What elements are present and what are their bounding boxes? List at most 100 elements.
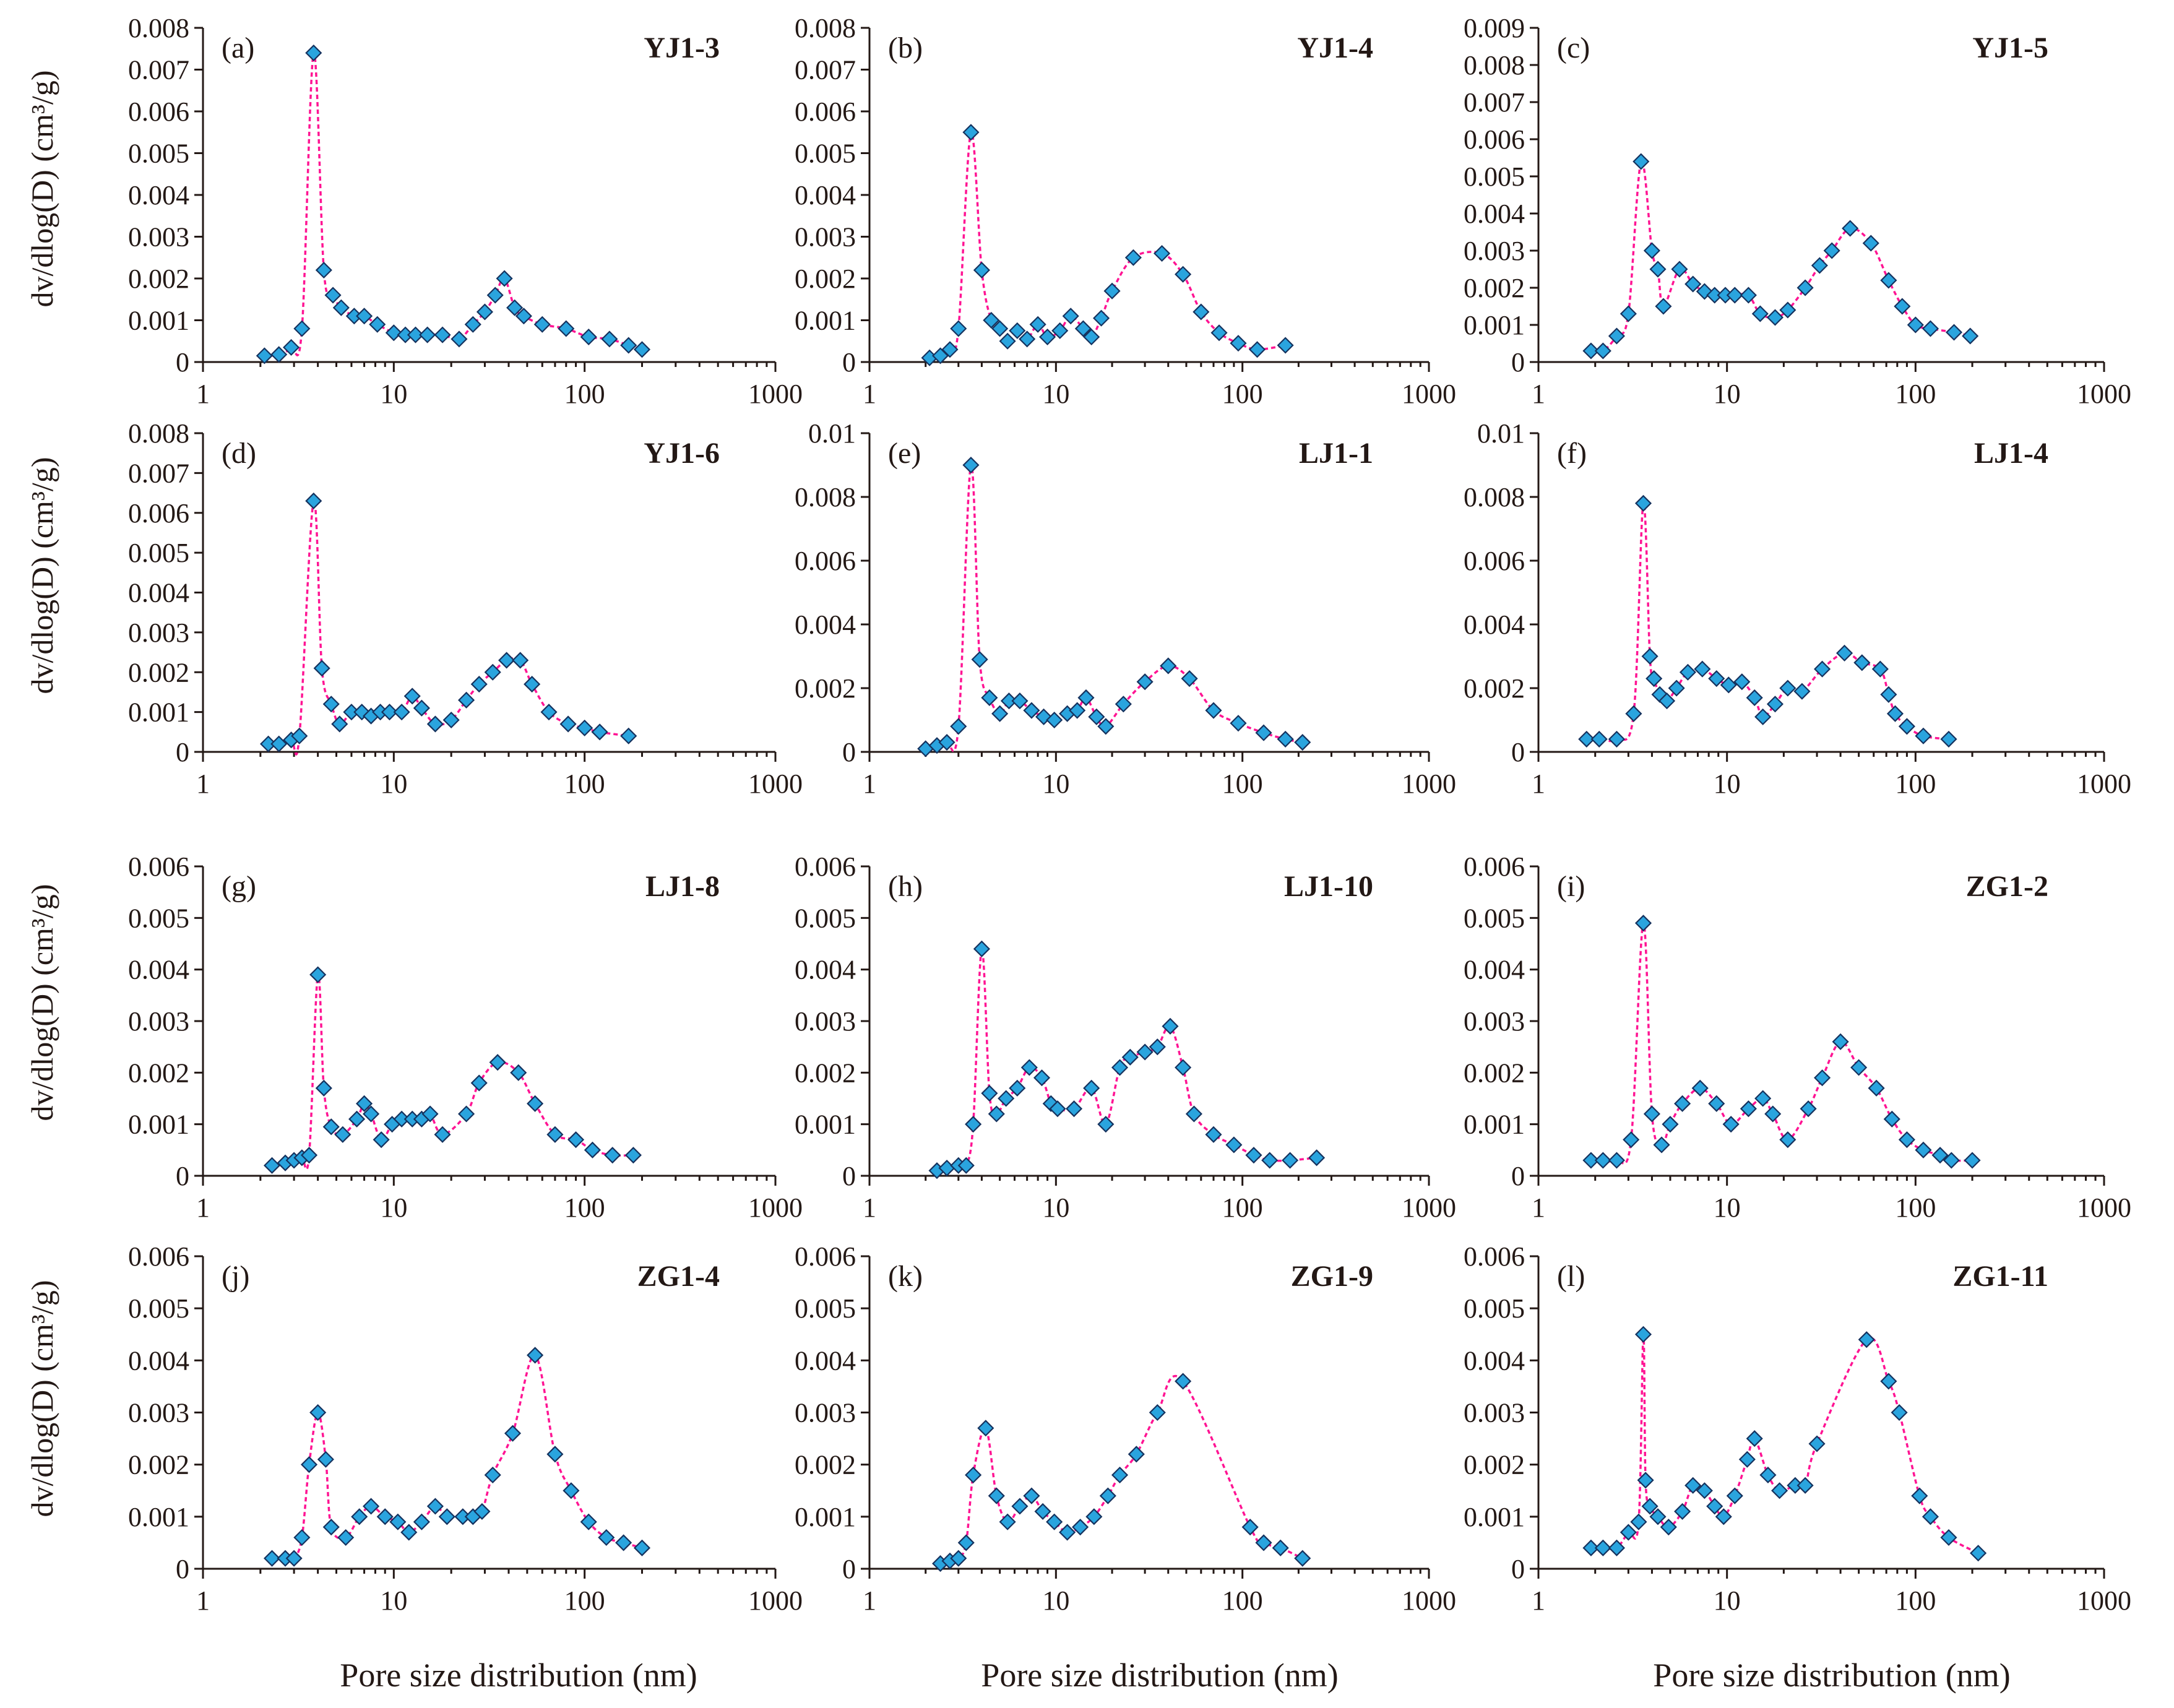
- data-point: [991, 705, 1009, 722]
- data-point: [950, 1550, 967, 1567]
- panel-3: 0 0.001 0.002 0.003 0.004 0.005 0.006 0.007 0.00…: [1464, 13, 2131, 409]
- data-point: [973, 940, 990, 957]
- y-tick-label: 0.007: [128, 458, 189, 488]
- panel-10: 0 0.001 0.002 0.003 0.004 0.005 0.006 1 10 100 100…: [128, 1241, 803, 1616]
- x-tick-label: 1: [1532, 1585, 1545, 1616]
- data-point: [1185, 1105, 1202, 1123]
- data-point: [1922, 320, 1939, 337]
- y-tick-label: 0.006: [128, 97, 189, 127]
- panel-label: (l): [1557, 1260, 1585, 1293]
- data-point: [962, 124, 980, 141]
- data-point: [1754, 1090, 1772, 1107]
- data-point: [1858, 1331, 1875, 1348]
- data-point: [1842, 220, 1859, 237]
- data-point: [977, 1420, 994, 1437]
- sample-name: ZG1-11: [1952, 1260, 2048, 1293]
- x-tick-label: 1000: [2077, 769, 2131, 799]
- data-point: [484, 663, 501, 681]
- y-tick-label: 0: [842, 347, 856, 377]
- data-point: [510, 1064, 527, 1081]
- panel-label: (g): [222, 870, 256, 903]
- panel-11: 0 0.001 0.002 0.003 0.004 0.005 0.006 1 10 100 100…: [795, 1241, 1456, 1616]
- y-tick-label: 0.004: [1464, 610, 1525, 640]
- y-tick-label: 0.002: [128, 1450, 189, 1480]
- x-axis-label-col-1: Pore size distribution (nm): [340, 1657, 697, 1694]
- data-point: [1074, 320, 1092, 337]
- x-tick-label: 10: [1042, 379, 1069, 409]
- x-tick-label: 1: [196, 1193, 210, 1223]
- data-point: [473, 1503, 491, 1520]
- data-point: [527, 1095, 544, 1112]
- y-tick-label: 0: [176, 347, 189, 377]
- data-point: [1964, 1152, 1981, 1169]
- panel-9: 0 0.001 0.002 0.003 0.004 0.005 0.006 1 10 100 100…: [1464, 852, 2131, 1223]
- data-point: [381, 704, 399, 721]
- data-point: [407, 326, 425, 343]
- y-tick-label: 0.002: [795, 673, 856, 704]
- data-point: [1962, 327, 1979, 345]
- data-point: [1083, 1079, 1100, 1097]
- data-point: [270, 735, 288, 753]
- data-point: [1578, 730, 1595, 748]
- y-tick-label: 0: [842, 1554, 856, 1584]
- y-tick-label: 0.003: [795, 1006, 856, 1037]
- data-point: [1764, 1105, 1782, 1123]
- data-point: [1083, 328, 1100, 346]
- data-point: [1674, 1503, 1691, 1520]
- data-point: [1779, 679, 1797, 697]
- data-point: [1684, 275, 1702, 293]
- data-point: [1674, 1095, 1691, 1112]
- y-tick-label: 0.001: [795, 1110, 856, 1140]
- data-point: [1608, 730, 1625, 748]
- data-point: [1020, 1059, 1038, 1076]
- y-tick-label: 0.003: [128, 1398, 189, 1428]
- data-point: [1880, 1373, 1897, 1390]
- y-tick-label: 0.006: [128, 498, 189, 528]
- y-tick-label: 0.01: [808, 418, 856, 449]
- data-point: [1733, 673, 1751, 691]
- data-point: [1671, 261, 1688, 278]
- data-point: [1880, 686, 1897, 703]
- data-point: [1868, 1079, 1885, 1097]
- y-tick-label: 0.004: [128, 1345, 189, 1376]
- data-point: [1862, 235, 1879, 252]
- x-tick-label: 100: [1895, 1193, 1936, 1223]
- data-point: [1175, 1373, 1192, 1390]
- y-tick-label: 0.002: [795, 264, 856, 294]
- data-point: [305, 492, 322, 509]
- sample-name: YJ1-4: [1297, 32, 1373, 64]
- sample-name: ZG1-9: [1291, 1260, 1373, 1293]
- data-point: [348, 1110, 366, 1128]
- data-point: [263, 1550, 281, 1567]
- y-tick-label: 0.003: [795, 1398, 856, 1428]
- x-tick-label: 100: [564, 1193, 605, 1223]
- x-tick-label: 100: [1222, 1193, 1263, 1223]
- data-point: [1643, 1105, 1660, 1123]
- data-point: [1069, 702, 1086, 719]
- series-line: [1590, 1333, 1979, 1555]
- data-point: [1623, 1131, 1640, 1149]
- data-point: [1103, 282, 1121, 300]
- data-point: [1940, 730, 1957, 748]
- data-point: [1019, 330, 1036, 348]
- x-tick-label: 1000: [748, 1193, 803, 1223]
- x-tick-label: 1000: [1402, 379, 1456, 409]
- sample-name: YJ1-6: [644, 437, 720, 470]
- data-point: [309, 1404, 327, 1421]
- y-tick-label: 0.001: [1464, 1502, 1525, 1532]
- data-point: [957, 1534, 975, 1551]
- data-point: [1038, 328, 1056, 346]
- y-tick-label: 0.001: [128, 306, 189, 336]
- data-point: [1931, 1147, 1949, 1164]
- data-point: [458, 691, 475, 709]
- data-point: [998, 1090, 1015, 1107]
- data-point: [322, 696, 340, 713]
- data-point: [1205, 702, 1222, 719]
- data-point: [1065, 1100, 1083, 1118]
- data-point: [1230, 335, 1247, 352]
- y-tick-label: 0.004: [128, 180, 189, 210]
- y-tick-label: 0.01: [1477, 418, 1525, 449]
- data-point: [1797, 1477, 1814, 1494]
- data-point: [1210, 324, 1228, 342]
- data-point: [540, 704, 558, 721]
